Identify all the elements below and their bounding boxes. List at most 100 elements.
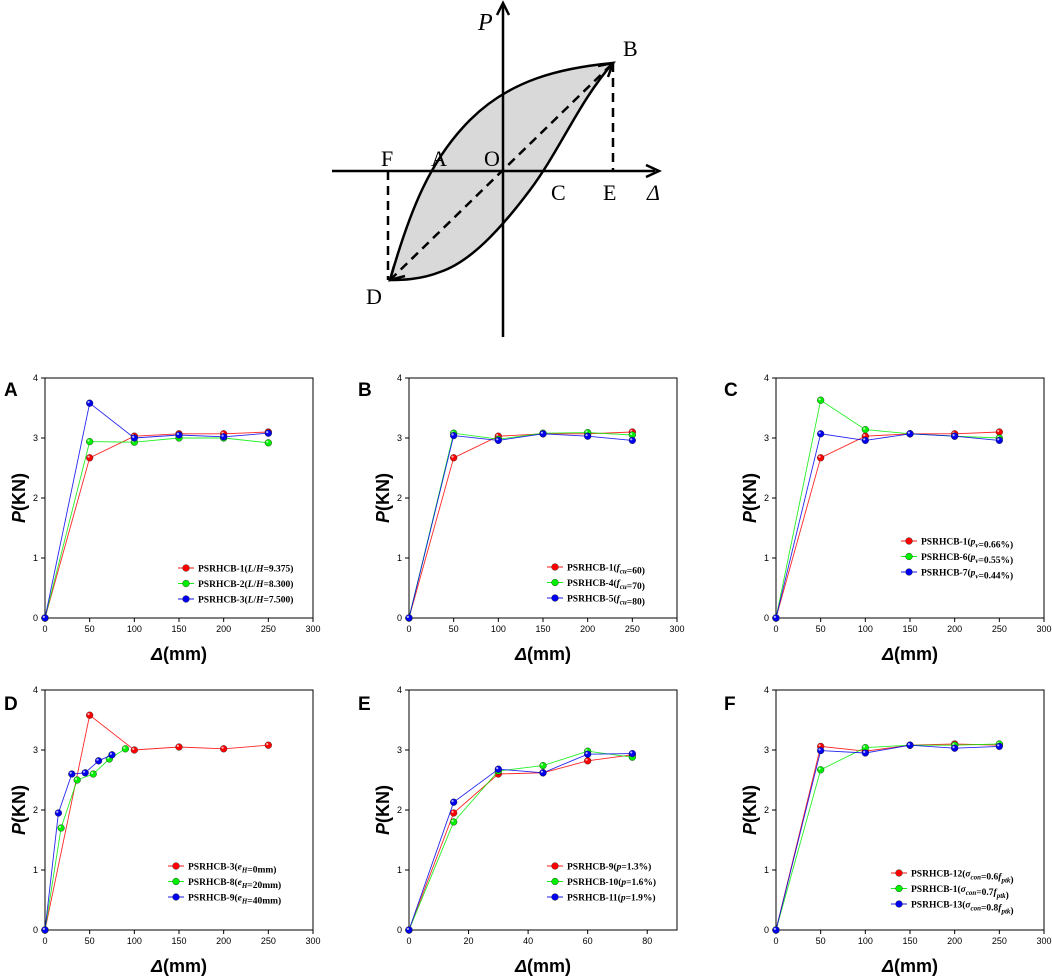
series-line-psrhcb-1	[408, 431, 633, 619]
y-axis-label: P(KN)	[373, 785, 393, 835]
data-point-highlight	[123, 746, 126, 749]
y-axis-label: P(KN)	[740, 473, 760, 523]
data-point	[817, 766, 825, 774]
data-point	[89, 770, 97, 778]
data-point	[450, 432, 458, 440]
data-point	[108, 751, 116, 759]
data-point	[41, 614, 49, 622]
data-point	[906, 741, 914, 749]
data-point-highlight	[451, 800, 454, 803]
x-tick-label: 200	[947, 936, 962, 946]
panel-label: F	[724, 694, 736, 715]
y-tick-label: 2	[764, 805, 769, 815]
data-point	[68, 770, 76, 778]
point-label-c: C	[551, 180, 566, 205]
schematic-y-label: P	[477, 10, 493, 36]
data-point-highlight	[132, 747, 135, 751]
data-point-highlight	[630, 432, 633, 435]
legend-entry: PSRHCB-13(σcon=0.8fptk)	[911, 900, 1014, 917]
x-tick-label: 300	[305, 624, 320, 634]
x-tick-label: 100	[858, 624, 873, 634]
legend-marker	[551, 862, 559, 870]
y-tick-label: 1	[397, 553, 402, 563]
chart-panel-e: E 0 20 40 60 80 0 1 2 3 4 Δ(mm) P(KN) PSRHCB-9(p=1.3%…	[358, 685, 678, 976]
data-point	[817, 746, 825, 755]
x-tick-label: 250	[261, 624, 276, 634]
point-label-d: D	[366, 284, 382, 309]
data-point-highlight	[266, 431, 269, 434]
data-point	[264, 429, 272, 437]
y-tick-label: 2	[397, 493, 402, 503]
x-tick-label: 50	[816, 936, 826, 946]
y-tick-label: 3	[764, 745, 769, 755]
data-point-highlight	[42, 927, 46, 931]
legend-marker	[551, 578, 559, 587]
y-tick-label: 1	[397, 865, 402, 875]
x-tick-label: 0	[42, 624, 47, 634]
y-tick-label: 1	[33, 553, 38, 563]
data-point	[539, 430, 547, 438]
data-point-highlight	[451, 455, 454, 458]
y-tick-label: 0	[33, 613, 38, 623]
legend-marker	[182, 579, 190, 588]
y-axis-label: P(KN)	[740, 785, 760, 835]
data-point	[584, 757, 592, 765]
y-tick-label: 2	[33, 493, 38, 503]
legend-marker	[905, 568, 913, 576]
data-point-highlight	[773, 615, 777, 619]
data-point	[817, 430, 825, 438]
b-arrow-icon	[597, 61, 615, 78]
series-line-psrhcb-6	[775, 399, 1000, 619]
x-tick-label: 150	[902, 936, 917, 946]
data-point	[494, 436, 502, 445]
data-point-highlight	[818, 431, 821, 434]
series-line-psrhcb-2	[44, 437, 269, 619]
y-tick-label: 4	[764, 373, 769, 383]
legend-entry: PSRHCB-9(eH=40mm)	[188, 893, 281, 907]
legend-marker	[905, 552, 913, 561]
data-point	[264, 439, 272, 447]
x-tick-label: 300	[1036, 624, 1051, 634]
legend-entry: PSRHCB-6(pv=0.55%)	[921, 552, 1013, 566]
data-point-highlight	[863, 750, 866, 754]
x-tick-label: 50	[816, 624, 826, 634]
x-tick-label: 250	[625, 624, 640, 634]
data-point-highlight	[58, 825, 62, 829]
y-tick-label: 0	[33, 925, 38, 935]
data-point-highlight	[87, 401, 90, 404]
x-tick-label: 80	[642, 936, 652, 946]
legend-marker	[551, 893, 559, 901]
data-point-highlight	[406, 927, 409, 931]
data-point-highlight	[907, 431, 911, 434]
x-tick-label: 0	[406, 936, 411, 946]
y-tick-label: 0	[397, 925, 402, 935]
data-point	[130, 434, 138, 442]
x-tick-label: 100	[127, 936, 142, 946]
series-line-psrhcb-1	[775, 743, 1000, 931]
data-point	[130, 746, 138, 754]
y-tick-label: 0	[764, 613, 769, 623]
data-point-highlight	[997, 429, 1000, 432]
legend-entry: PSRHCB-12(σcon=0.6fptk)	[911, 869, 1014, 886]
legend-marker	[551, 563, 559, 571]
data-point-highlight	[818, 767, 821, 770]
data-point	[861, 436, 869, 445]
data-point	[494, 765, 502, 773]
y-tick-label: 4	[397, 685, 402, 695]
x-tick-label: 300	[669, 624, 684, 634]
schematic-x-label: Δ	[646, 180, 660, 205]
data-point-highlight	[87, 439, 90, 442]
data-point	[995, 428, 1003, 436]
y-tick-label: 3	[397, 433, 402, 443]
legend-entry: PSRHCB-3(eH=0mm)	[188, 862, 276, 876]
data-point-highlight	[91, 771, 94, 775]
legend-entry: PSRHCB-11(p=1.9%)	[567, 893, 656, 904]
y-tick-label: 1	[764, 553, 769, 563]
x-tick-label: 250	[992, 624, 1007, 634]
x-tick-label: 150	[902, 624, 917, 634]
data-point	[405, 614, 413, 622]
series-line-psrhcb-1	[775, 431, 1000, 619]
x-axis-label: Δ(mm)	[881, 644, 938, 664]
y-tick-label: 1	[764, 865, 769, 875]
legend-marker	[895, 869, 903, 877]
